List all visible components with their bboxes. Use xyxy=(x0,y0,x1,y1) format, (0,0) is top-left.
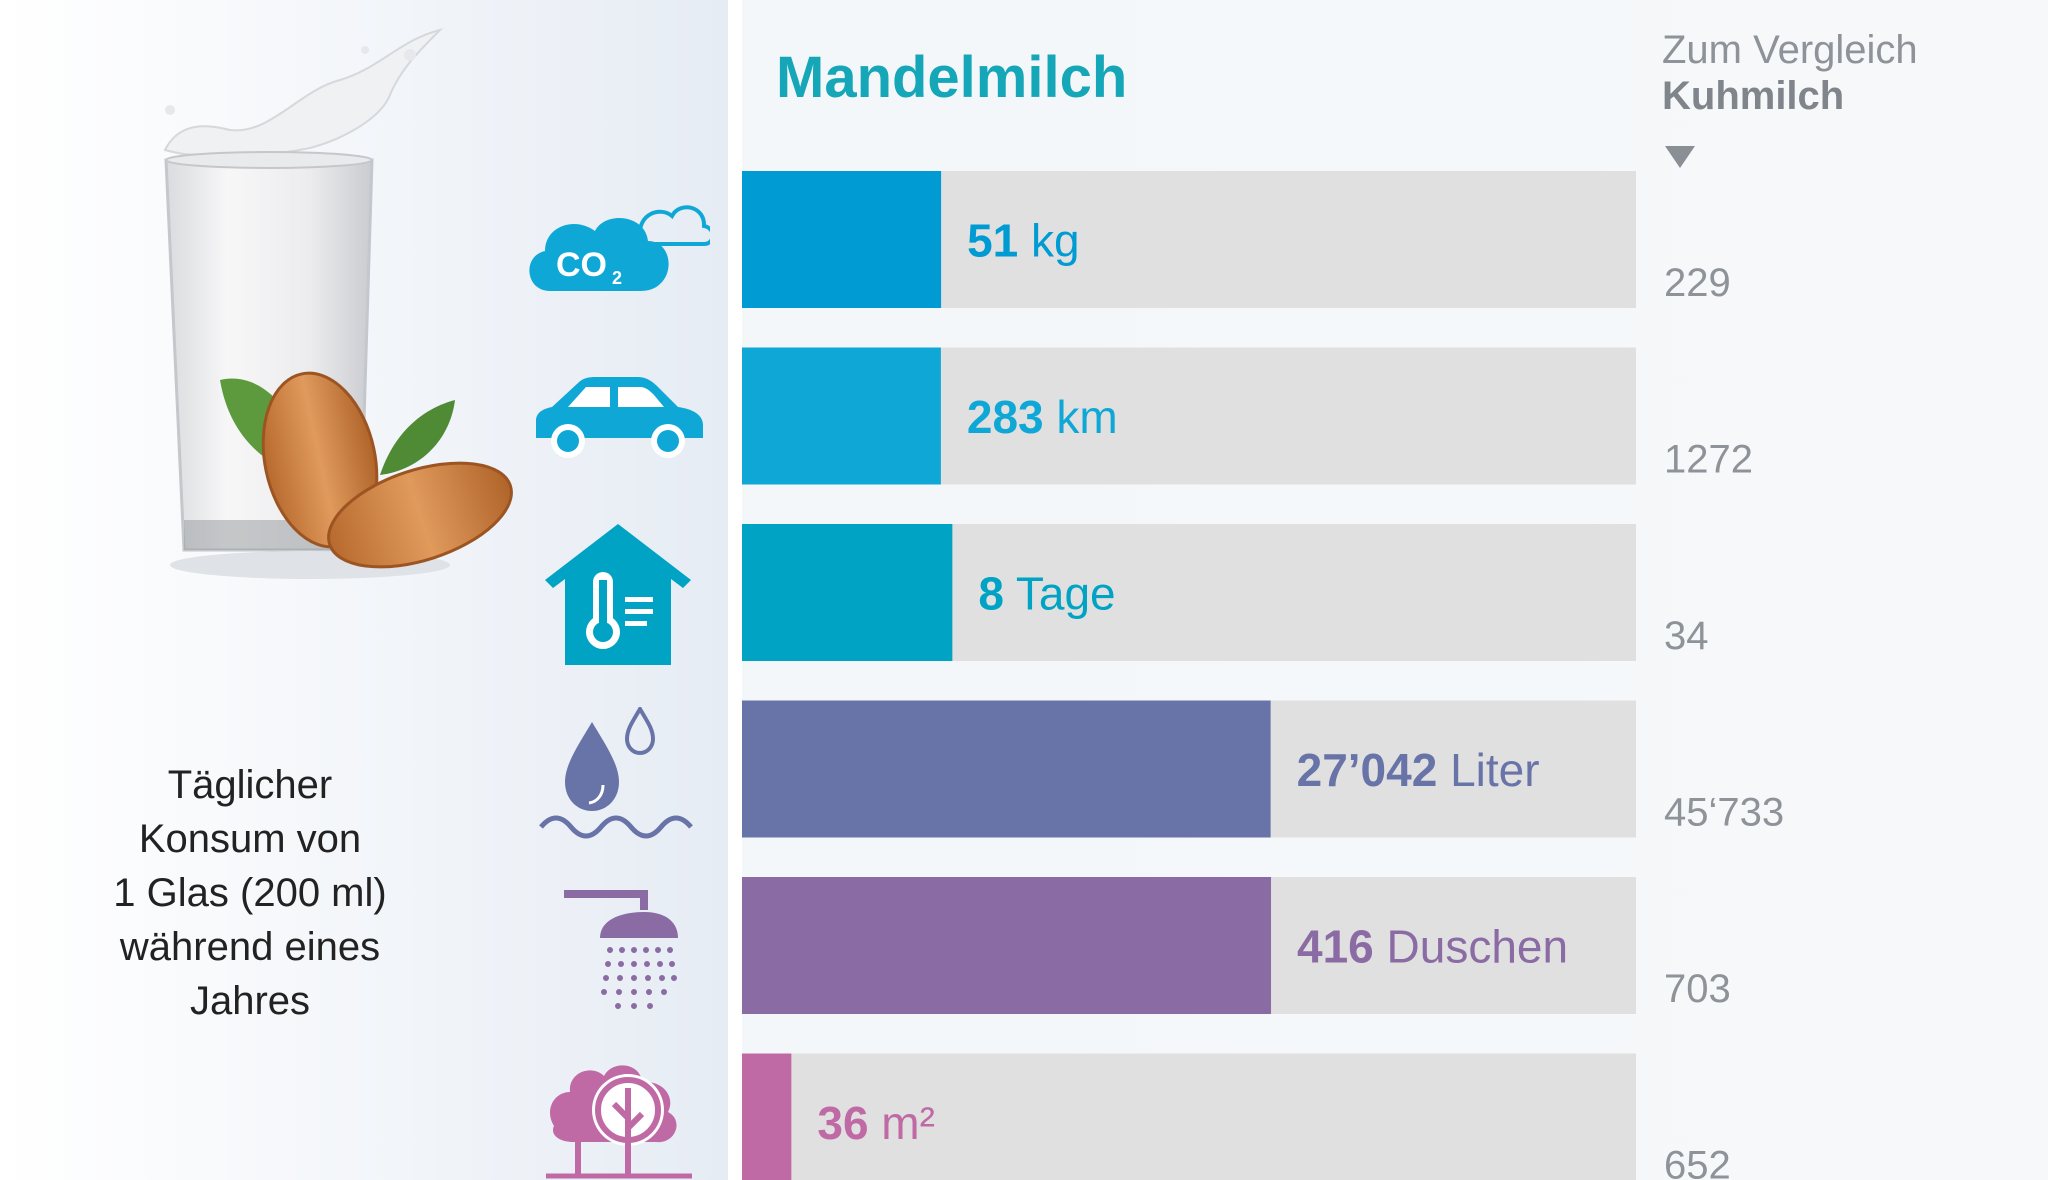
milk-glass-illustration xyxy=(163,28,513,579)
comparison-value-label: 652 xyxy=(1664,1144,1731,1180)
bar-mandelmilch xyxy=(742,877,1272,1014)
svg-text:CO: CO xyxy=(556,246,607,284)
comparison-value-label: 1272 xyxy=(1664,438,1753,482)
bar-value-label: 36 m² xyxy=(817,1097,935,1149)
co2-cloud-icon: CO 2 xyxy=(529,205,710,291)
bar-value-label: 416 Duschen xyxy=(1297,921,1568,973)
bar-mandelmilch xyxy=(742,524,953,661)
car-icon xyxy=(536,377,703,458)
trees-icon xyxy=(546,1065,692,1179)
description-line: Jahres xyxy=(189,979,311,1023)
comparison-label: Zum Vergleich xyxy=(1662,28,1918,72)
svg-text:2: 2 xyxy=(612,268,622,288)
bar-value-label: 27’042 Liter xyxy=(1297,744,1540,796)
bar-mandelmilch xyxy=(742,347,941,485)
water-drop-icon xyxy=(539,707,693,839)
comparison-value-label: 703 xyxy=(1664,967,1731,1011)
bar-mandelmilch xyxy=(742,171,942,308)
description-line: 1 Glas (200 ml) xyxy=(113,871,387,915)
bar-mandelmilch xyxy=(742,1053,792,1180)
bar-mandelmilch xyxy=(742,700,1271,838)
house-thermometer-icon xyxy=(545,524,691,665)
down-arrow-icon xyxy=(1665,146,1695,168)
chart-title: Mandelmilch xyxy=(776,45,1128,110)
comparison-value-label: 45‘733 xyxy=(1664,791,1784,835)
comparison-value-label: 229 xyxy=(1664,261,1731,305)
consumption-description: Täglicher Konsum von 1 Glas (200 ml) wäh… xyxy=(94,758,406,1028)
bar-value-label: 8 Tage xyxy=(978,568,1115,620)
bar-value-label: 283 km xyxy=(967,391,1118,443)
bar-value-label: 51 kg xyxy=(967,215,1080,267)
description-line: Konsum von xyxy=(138,817,362,861)
comparison-value-label: 34 xyxy=(1664,614,1709,658)
description-line: während eines xyxy=(119,925,381,969)
description-line: Täglicher xyxy=(167,763,333,807)
panel-divider xyxy=(728,0,742,1180)
bar-track xyxy=(742,1053,1636,1180)
comparison-product-label: Kuhmilch xyxy=(1662,74,1845,118)
shower-icon xyxy=(564,890,678,1009)
